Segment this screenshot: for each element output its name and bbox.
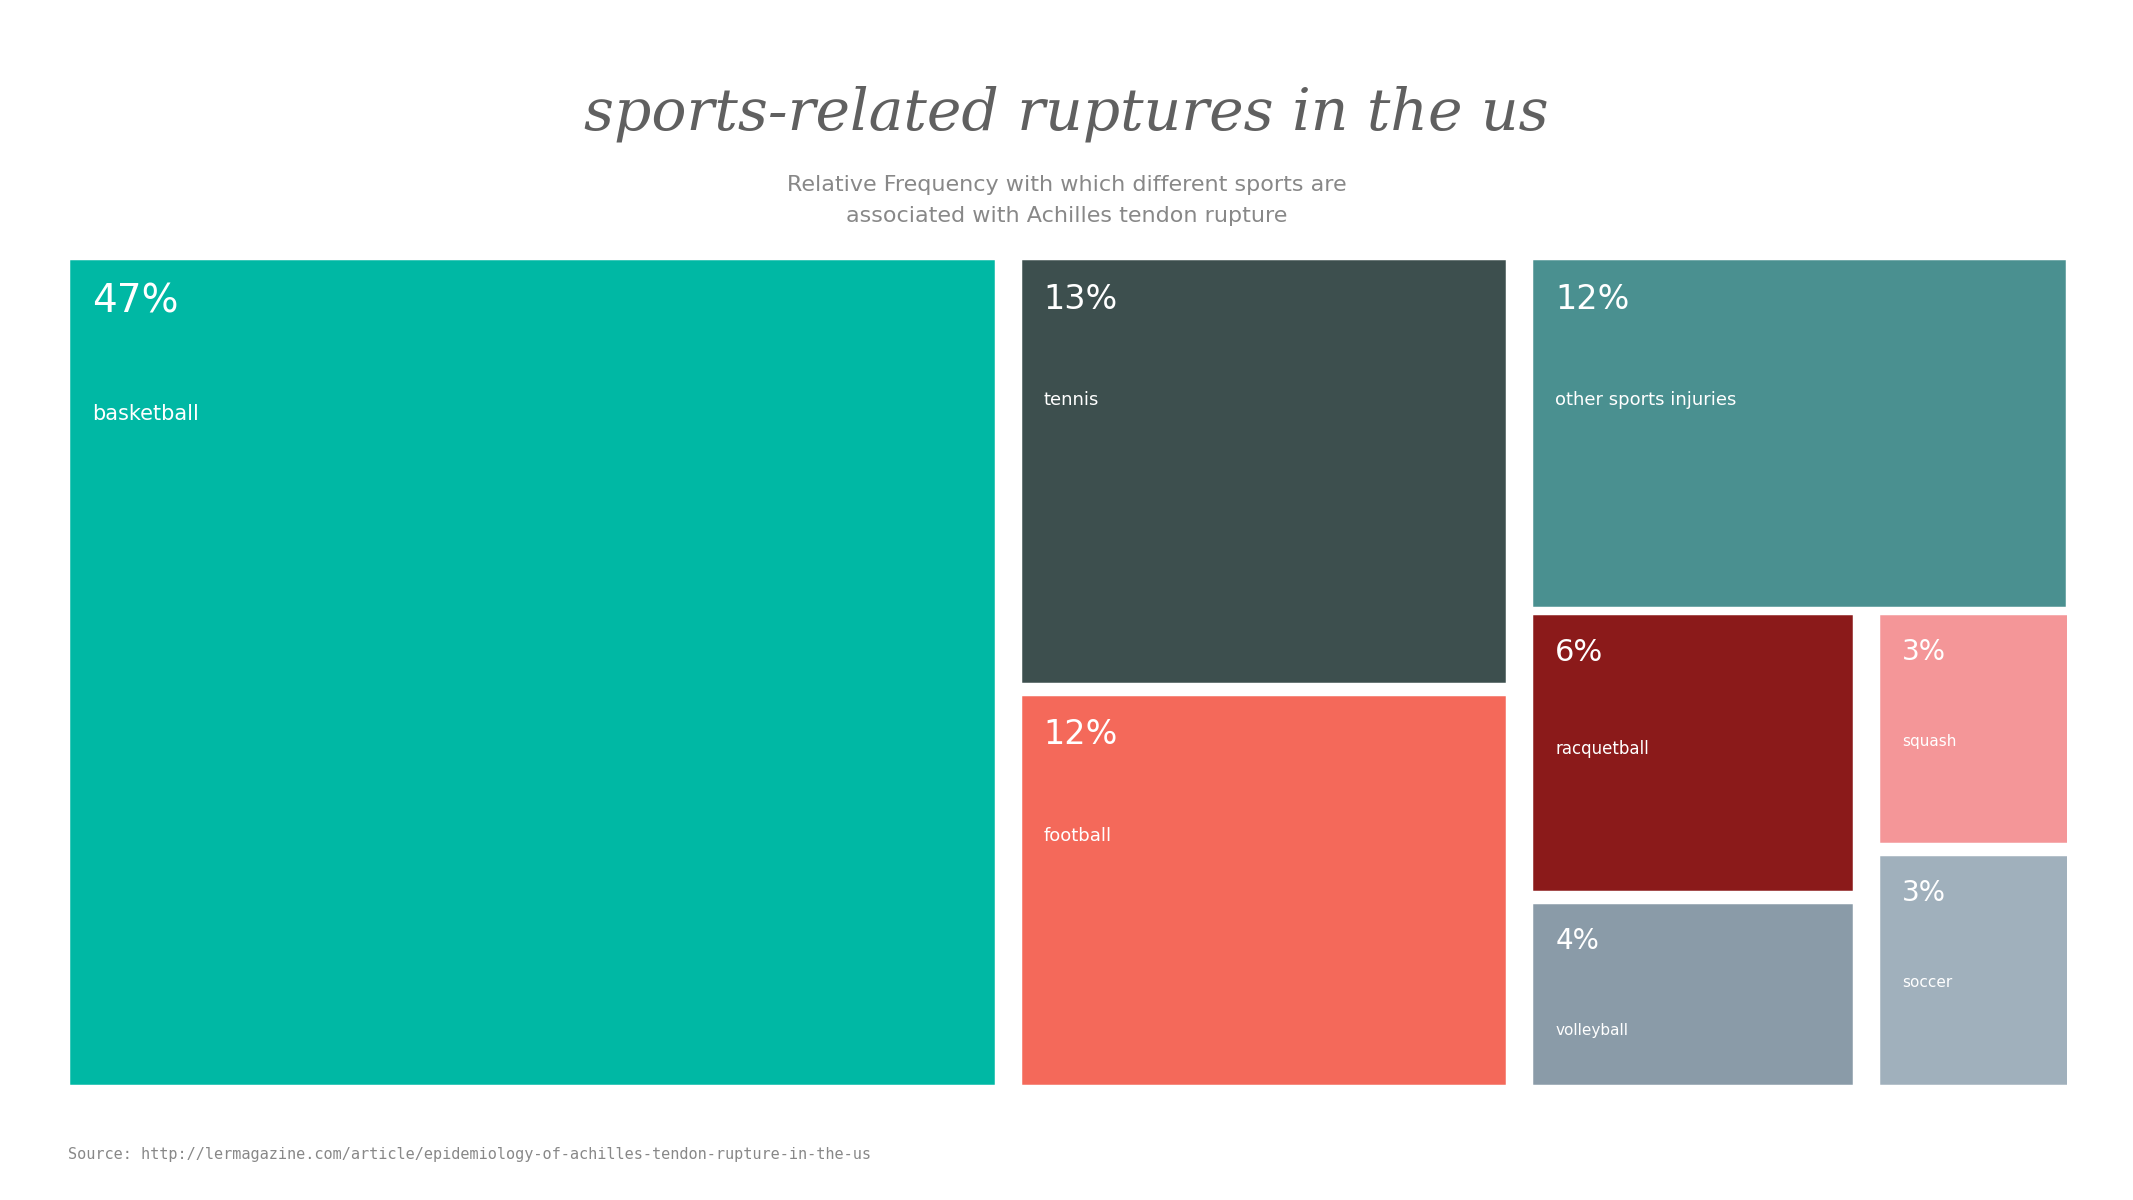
Text: 6%: 6%	[1555, 637, 1604, 667]
Bar	[1531, 901, 1854, 1086]
Text: football: football	[1043, 827, 1111, 845]
Bar	[1877, 854, 2080, 1086]
Text: 3%: 3%	[1903, 637, 1945, 666]
Bar	[1020, 258, 1508, 684]
Text: other sports injuries: other sports injuries	[1555, 391, 1736, 409]
Text: volleyball: volleyball	[1555, 1022, 1627, 1038]
Text: 47%: 47%	[92, 283, 179, 320]
Text: 4%: 4%	[1555, 926, 1600, 954]
Text: tennis: tennis	[1043, 391, 1098, 409]
Bar	[1020, 694, 1508, 1086]
Text: soccer: soccer	[1903, 976, 1952, 990]
Text: Source: http://lermagazine.com/article/epidemiology-of-achilles-tendon-rupture-i: Source: http://lermagazine.com/article/e…	[68, 1147, 870, 1162]
Bar	[1877, 613, 2080, 845]
Text: racquetball: racquetball	[1555, 740, 1649, 758]
Text: Relative Frequency with which different sports are
associated with Achilles tend: Relative Frequency with which different …	[787, 175, 1346, 226]
Text: 13%: 13%	[1043, 283, 1118, 316]
Text: basketball: basketball	[92, 404, 198, 424]
Text: 12%: 12%	[1043, 719, 1118, 751]
Text: sports-related ruptures in the us: sports-related ruptures in the us	[584, 85, 1549, 143]
Bar	[1531, 613, 1854, 892]
Text: squash: squash	[1903, 733, 1956, 749]
Bar	[1531, 258, 2067, 608]
Text: 12%: 12%	[1555, 283, 1630, 316]
Bar	[68, 258, 996, 1086]
Text: 3%: 3%	[1903, 880, 1945, 907]
